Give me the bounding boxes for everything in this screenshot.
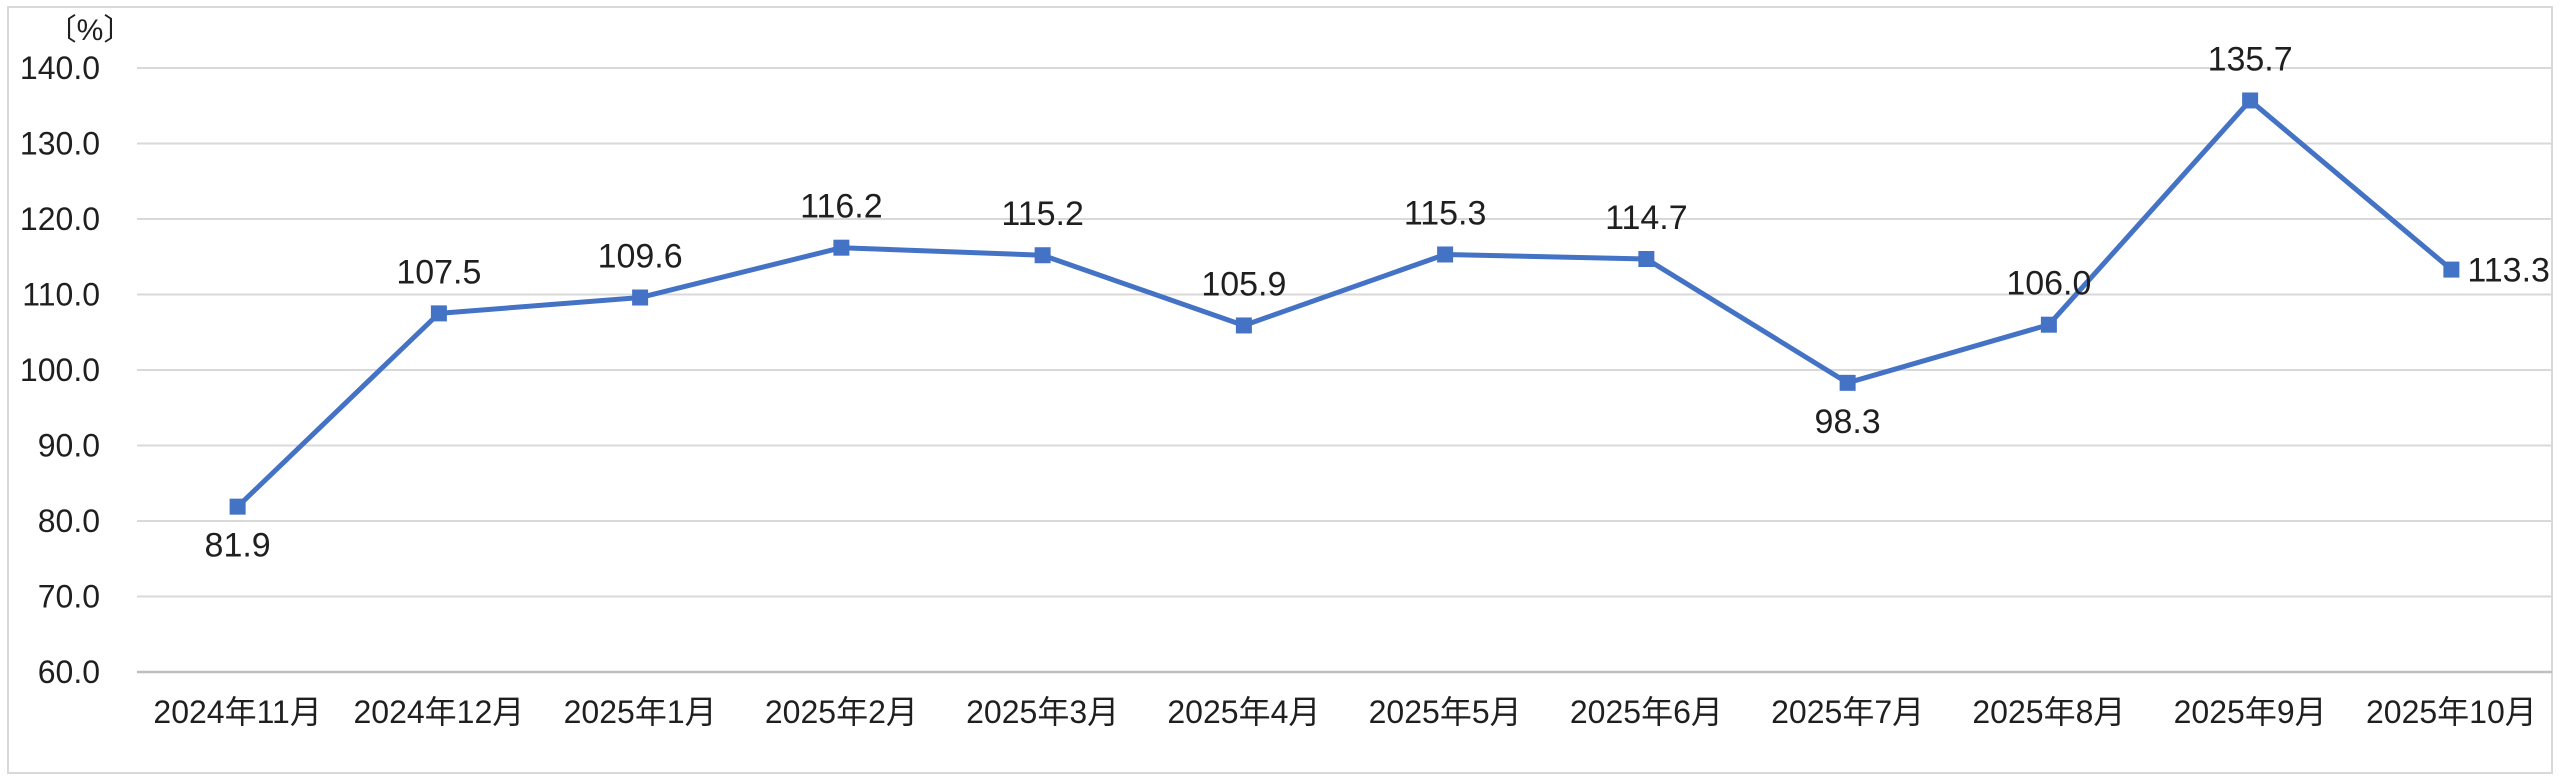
x-tick-label: 2024年12月 [353,694,524,730]
data-point-label: 115.2 [1001,195,1084,233]
data-point-label: 109.6 [598,238,683,276]
data-point-marker [1839,374,1856,391]
x-tick-label: 2025年2月 [765,694,918,730]
x-tick-label: 2025年9月 [2174,694,2327,730]
series-line [235,97,2454,510]
data-point-marker [1638,251,1655,268]
data-point-marker [1034,247,1051,264]
y-tick-label: 120.0 [20,201,100,237]
y-tick-label: 70.0 [38,579,100,615]
data-point-marker [2242,92,2259,109]
data-point-marker [2443,261,2460,278]
data-point-label: 106.0 [2006,265,2091,303]
x-tick-label: 2025年1月 [564,694,717,730]
x-tick-label: 2025年3月 [966,694,1119,730]
y-axis-unit-label: 〔%〕 [47,14,134,47]
data-point-marker [1437,246,1454,263]
data-point-label: 135.7 [2208,40,2293,78]
data-point-label: 116.2 [800,188,883,226]
x-tick-label: 2024年11月 [153,694,321,730]
data-point-marker [1235,317,1252,334]
x-tick-label: 2025年10月 [2366,694,2537,730]
data-point-label: 81.9 [205,527,271,565]
data-point-label: 107.5 [396,253,481,291]
y-tick-label: 80.0 [38,503,100,539]
data-point-label: 105.9 [1201,265,1286,303]
data-point-label: 115.3 [1404,194,1487,232]
data-point-marker [833,239,850,256]
data-point-label: 114.7 [1605,199,1688,237]
x-tick-label: 2025年8月 [1972,694,2125,730]
data-point-marker [632,289,649,306]
x-tick-label: 2025年6月 [1570,694,1723,730]
x-tick-label: 2025年4月 [1167,694,1320,730]
y-tick-label: 100.0 [20,352,100,388]
data-point-marker [2040,316,2057,333]
x-tick-label: 2025年5月 [1369,694,1522,730]
chart-border [7,6,2553,774]
data-point-marker [430,305,447,322]
data-point-label: 113.3 [2467,252,2550,290]
data-point-marker [229,498,246,515]
y-tick-label: 90.0 [38,428,100,464]
y-tick-label: 60.0 [38,654,100,690]
x-tick-label: 2025年7月 [1771,694,1924,730]
y-tick-label: 130.0 [20,126,100,162]
y-tick-label: 140.0 [20,50,100,86]
y-tick-label: 110.0 [22,277,100,313]
data-point-label: 98.3 [1815,403,1881,441]
